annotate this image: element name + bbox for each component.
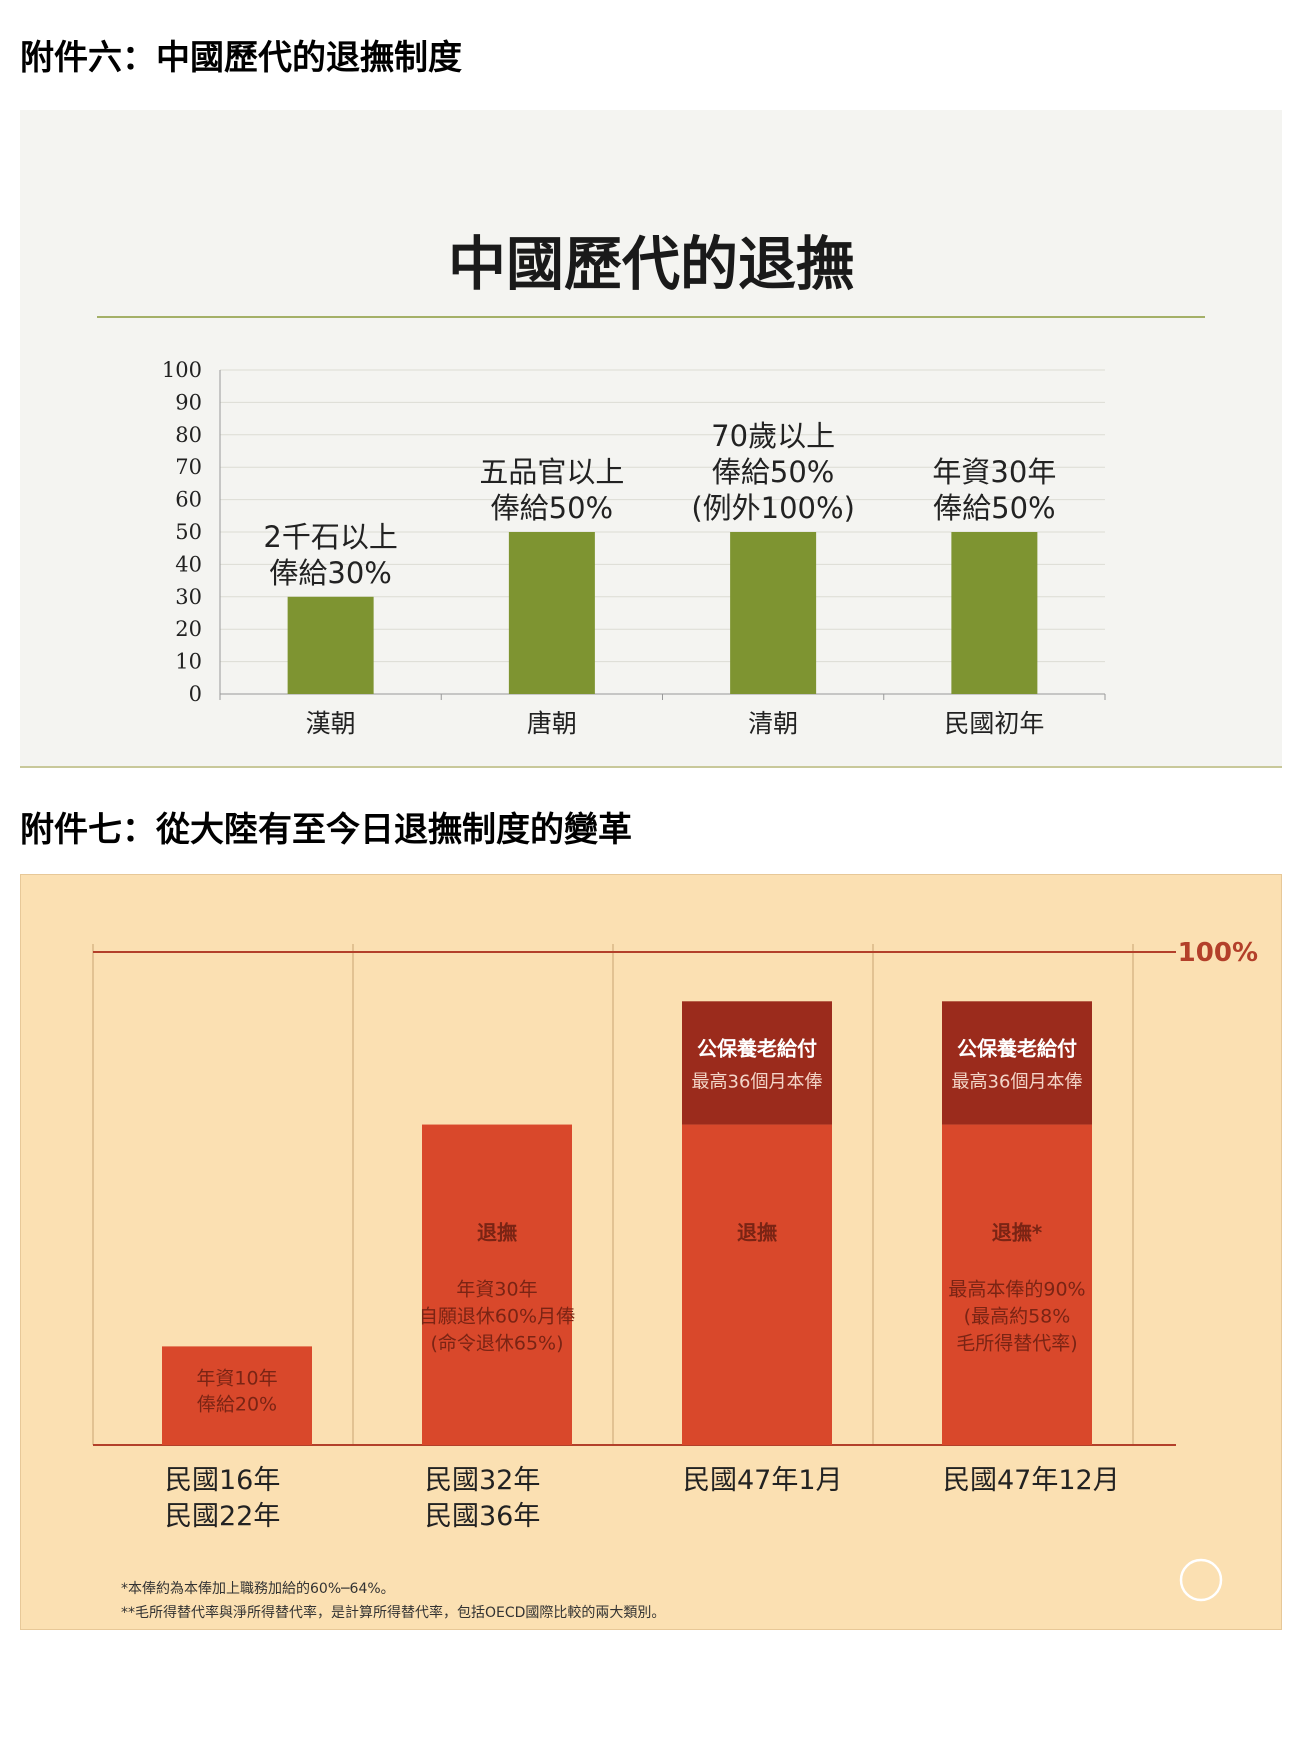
- dynasty-pension-chart: 中國歷代的退撫 0 10 20 30 40 50 60 70 80 90 100 漢朝 2千石以上俸給30…: [97, 230, 1205, 738]
- bar: [730, 532, 817, 694]
- y-tick-label: 40: [175, 552, 202, 576]
- x-category-label: 民國36年: [425, 1501, 540, 1532]
- top-bar-text: 最高36個月本俸: [692, 1071, 823, 1092]
- base-bar-title: 退撫: [737, 1221, 777, 1245]
- y-tick-label: 100: [162, 358, 202, 382]
- chart-title: 中國歷代的退撫: [448, 230, 854, 298]
- chart-panel-1: 中國歷代的退撫 0 10 20 30 40 50 60 70 80 90 100 漢朝 2千石以上 俸給30…: [20, 110, 1282, 768]
- bar: [287, 596, 374, 694]
- bar-annotation: 俸給50%: [712, 455, 834, 489]
- top-bar: [682, 1001, 832, 1125]
- base-bar-title: 退撫: [477, 1221, 517, 1245]
- x-category-label: 民國16年: [165, 1465, 280, 1496]
- bar-annotation: (例外100%): [691, 491, 855, 525]
- base-bar-title: 退撫*: [992, 1221, 1043, 1245]
- base-bar-text: 年資30年: [456, 1279, 537, 1301]
- base-bar-text: 年資10年: [196, 1367, 277, 1389]
- x-category-label: 漢朝: [306, 709, 356, 738]
- top-bar-text: 最高36個月本俸: [952, 1071, 1083, 1092]
- top-bar-title: 公保養老給付: [697, 1036, 817, 1060]
- x-category-label: 民國32年: [425, 1465, 540, 1496]
- base-bar: [942, 1124, 1092, 1445]
- base-bar-text: 最高本俸的90%: [948, 1279, 1085, 1301]
- y-tick-label: 20: [175, 617, 202, 641]
- bar-annotation: 2千石以上: [263, 520, 397, 554]
- bar-annotation: 俸給30%: [269, 556, 391, 590]
- y-tick-label: 70: [175, 455, 202, 479]
- y-tick-label: 30: [175, 585, 202, 609]
- base-bar-text: 俸給20%: [197, 1393, 277, 1415]
- base-bar: [162, 1346, 312, 1445]
- base-bar: [422, 1124, 572, 1445]
- top-bar-title: 公保養老給付: [957, 1036, 1077, 1060]
- y-tick-label: 10: [175, 650, 202, 674]
- bar-annotation: 70歲以上: [711, 419, 835, 453]
- bar: [951, 532, 1038, 694]
- x-category-label: 清朝: [748, 709, 798, 738]
- top-bar: [942, 1001, 1092, 1125]
- base-bar-text: 毛所得替代率): [956, 1333, 1077, 1355]
- base-bar-text: (最高約58%: [964, 1306, 1071, 1328]
- y-tick-label: 90: [175, 390, 202, 414]
- base-bar: [682, 1124, 832, 1445]
- bar: [508, 532, 595, 694]
- y-tick-label: 0: [189, 682, 202, 706]
- slide-indicator-icon: [1179, 1558, 1223, 1602]
- y-tick-label: 50: [175, 520, 202, 544]
- x-category-label: 唐朝: [527, 709, 577, 738]
- section-heading-6: 附件六：中國歷代的退撫制度: [20, 38, 462, 78]
- chart-panel-2: 100% 年資10年俸給20% 民國16年民國22年 退撫年資30年自願退休60%月俸…: [20, 874, 1282, 1630]
- section-heading-7: 附件七：從大陸有至今日退撫制度的變革: [20, 810, 632, 850]
- bar-annotation: 五品官以上: [479, 455, 624, 489]
- base-bar-text: 自願退休60%月俸: [419, 1306, 575, 1328]
- x-category-label: 民國初年: [944, 709, 1044, 738]
- x-category-label: 民國47年1月: [683, 1465, 843, 1496]
- y-tick-label: 80: [175, 423, 202, 447]
- x-category-label: 民國22年: [165, 1501, 280, 1532]
- reference-label: 100%: [1178, 938, 1258, 968]
- base-bar-text: (命令退休65%): [430, 1333, 563, 1355]
- bar-annotation: 俸給50%: [491, 491, 613, 525]
- footnote: **毛所得替代率與淨所得替代率，是計算所得替代率，包括OECD國際比較的兩大類別…: [121, 1604, 665, 1621]
- y-tick-label: 60: [175, 488, 202, 512]
- x-category-label: 民國47年12月: [943, 1465, 1120, 1496]
- footnote: *本俸約為本俸加上職務加給的60%─64%。: [121, 1581, 395, 1597]
- bar-annotation: 俸給50%: [933, 491, 1055, 525]
- bar-annotation: 年資30年: [932, 455, 1056, 489]
